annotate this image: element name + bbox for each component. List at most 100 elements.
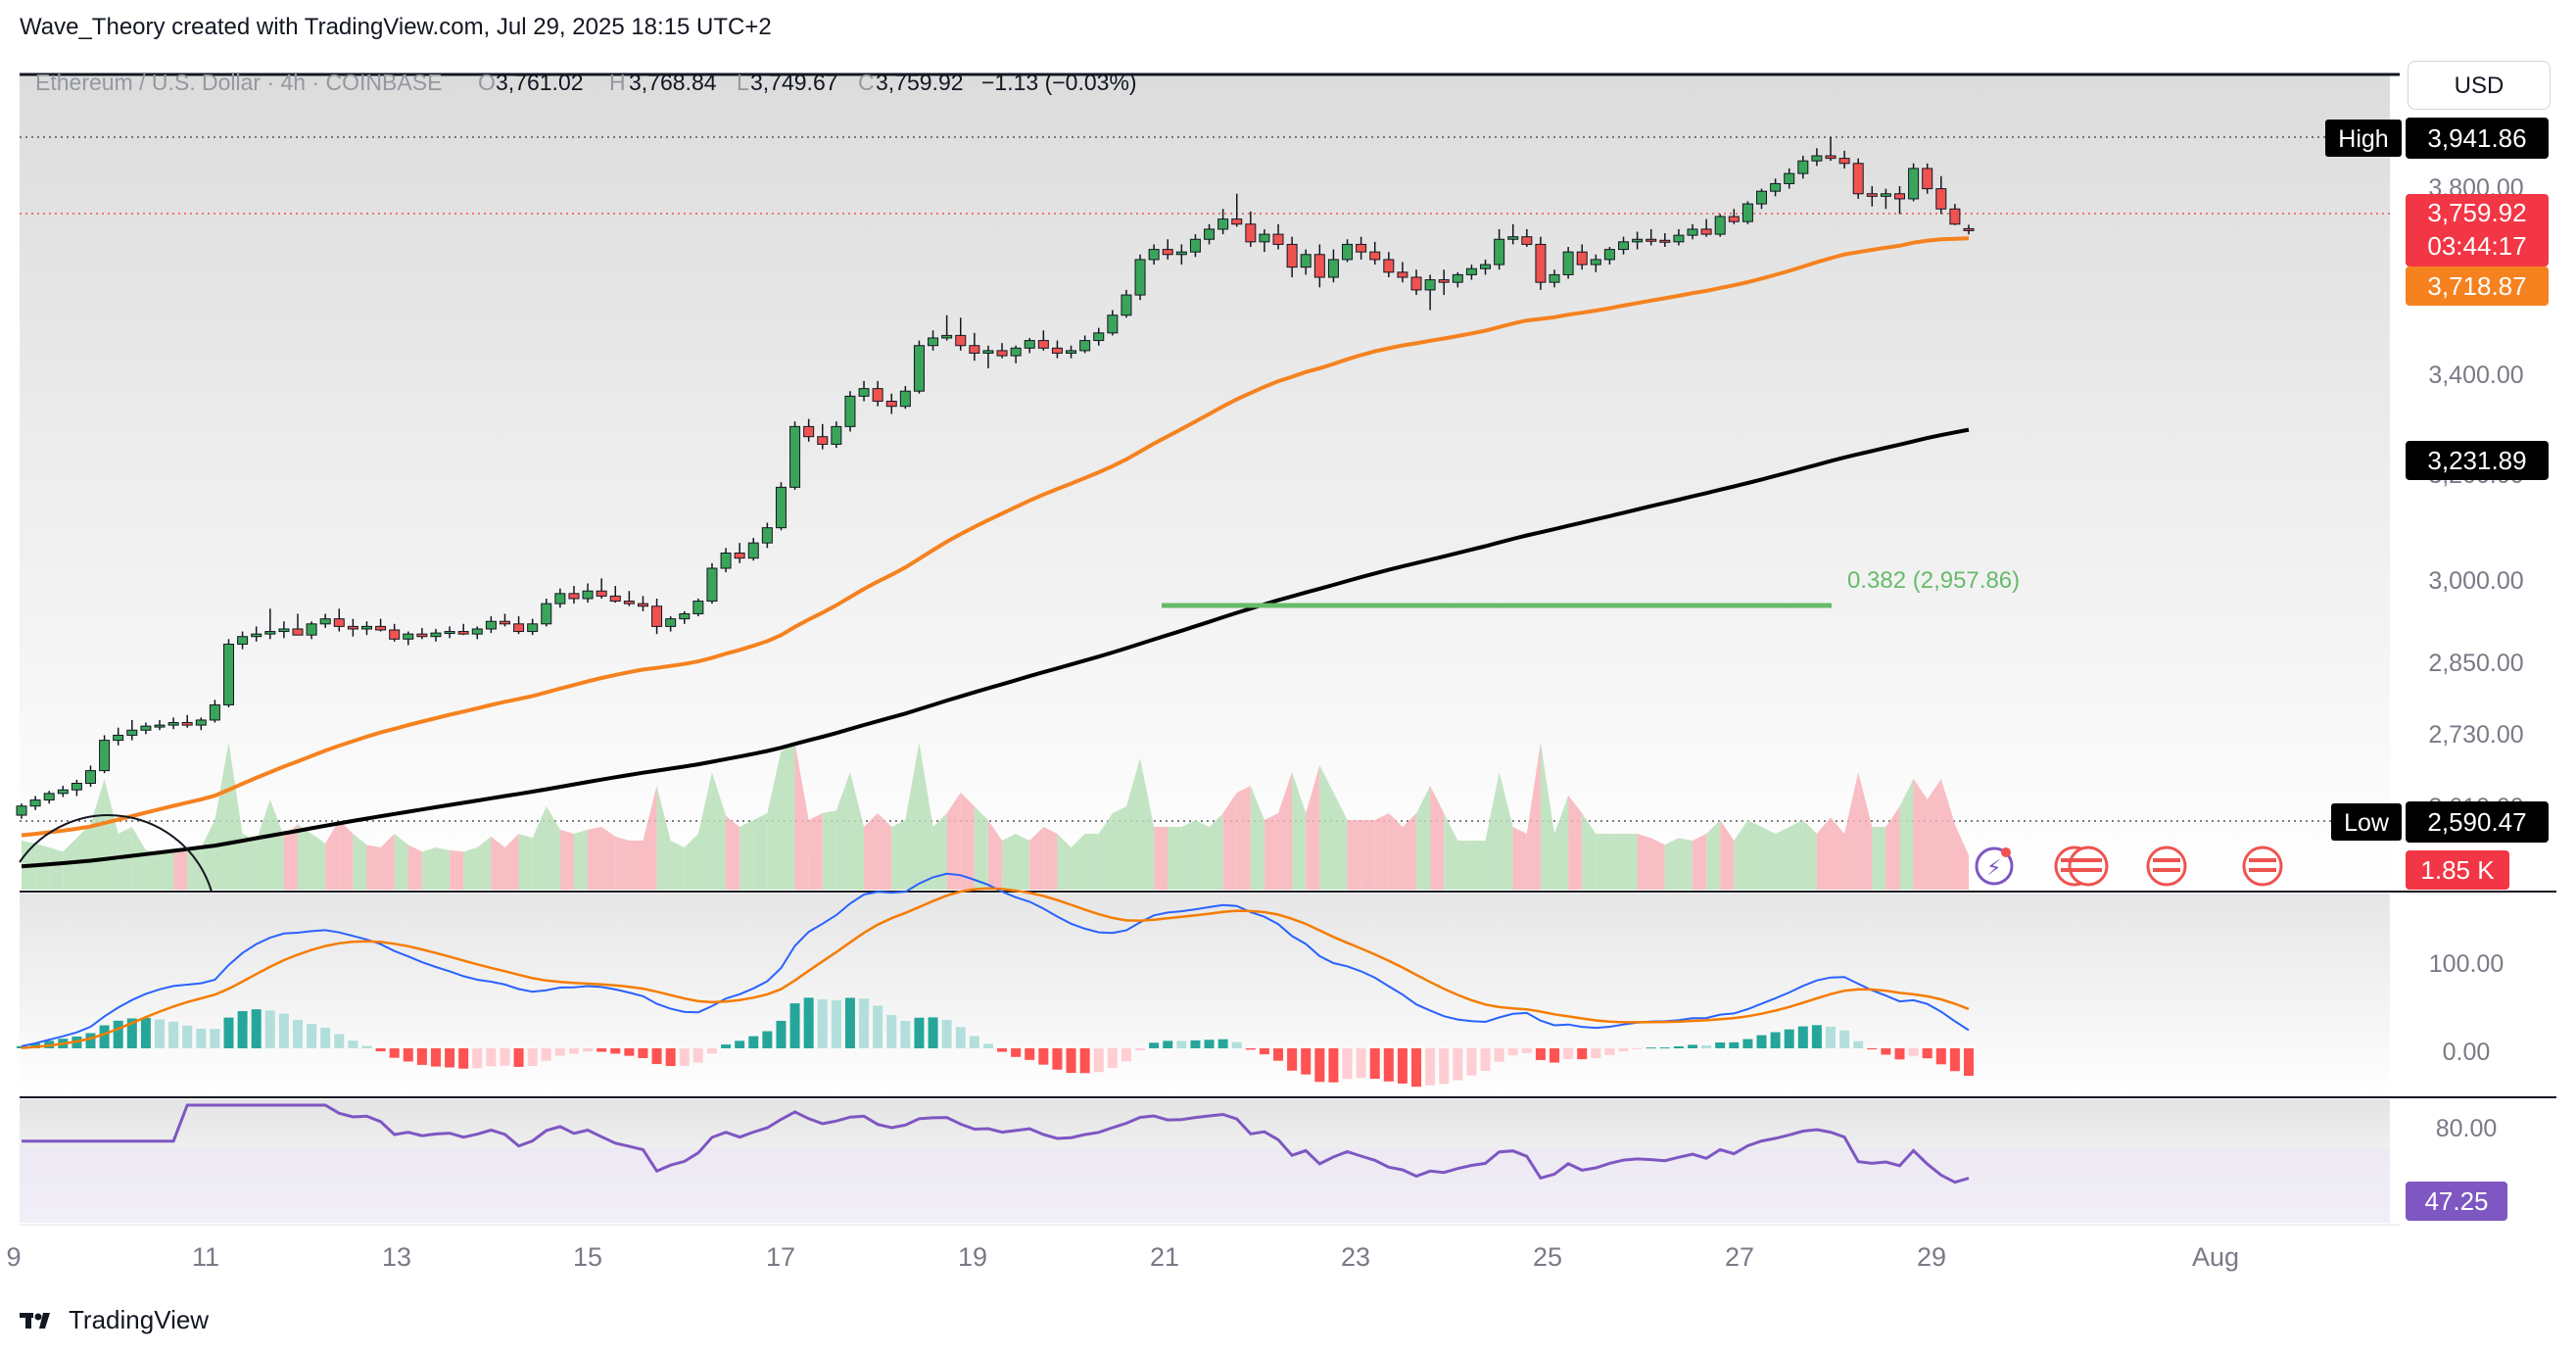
candle[interactable] <box>195 717 207 731</box>
candle[interactable] <box>444 626 455 639</box>
candle[interactable] <box>1024 337 1035 354</box>
candle[interactable] <box>955 317 967 351</box>
candle[interactable] <box>1549 269 1560 288</box>
candle[interactable] <box>1880 188 1891 210</box>
candle[interactable] <box>734 543 745 563</box>
candle[interactable] <box>471 626 483 640</box>
candle[interactable] <box>706 562 718 604</box>
candle[interactable] <box>1066 345 1077 359</box>
candle[interactable] <box>1189 234 1201 258</box>
candle[interactable] <box>1521 228 1533 248</box>
candle[interactable] <box>1797 156 1809 179</box>
candle[interactable] <box>582 583 594 604</box>
candles[interactable] <box>16 136 1975 819</box>
candle[interactable] <box>1286 236 1298 277</box>
candle[interactable] <box>1272 223 1284 250</box>
candle[interactable] <box>1963 224 1975 235</box>
candle[interactable] <box>1603 247 1615 266</box>
candle[interactable] <box>499 613 510 627</box>
candle[interactable] <box>596 578 607 599</box>
candle[interactable] <box>1922 163 1933 194</box>
candle[interactable] <box>278 621 290 639</box>
candle[interactable] <box>872 380 883 407</box>
symbol-legend[interactable]: Ethereum / U.S. Dollar · 4h · COINBASE <box>35 70 442 95</box>
candle[interactable] <box>775 482 787 531</box>
event-icons[interactable]: ⚡ <box>1975 846 2283 887</box>
candle[interactable] <box>1079 335 1091 354</box>
candle[interactable] <box>457 623 469 636</box>
candle[interactable] <box>527 618 539 636</box>
candle[interactable] <box>913 340 925 394</box>
candle[interactable] <box>899 386 911 410</box>
candle[interactable] <box>1300 249 1312 275</box>
candle[interactable] <box>1010 345 1022 363</box>
candle[interactable] <box>1480 259 1492 275</box>
candle[interactable] <box>1231 193 1243 227</box>
candle[interactable] <box>1908 163 1920 202</box>
candle[interactable] <box>1494 228 1505 270</box>
candle[interactable] <box>1313 244 1325 288</box>
candle[interactable] <box>844 391 856 432</box>
candle[interactable] <box>1618 236 1630 255</box>
candle[interactable] <box>1259 228 1270 253</box>
candle[interactable] <box>360 621 372 636</box>
circle-drawing[interactable] <box>19 814 213 893</box>
candle[interactable] <box>1838 150 1850 169</box>
candle[interactable] <box>1217 209 1229 235</box>
candle[interactable] <box>57 786 69 798</box>
candle[interactable] <box>885 393 897 414</box>
candle[interactable] <box>1687 223 1698 240</box>
candle[interactable] <box>1728 209 1740 224</box>
candle[interactable] <box>1424 274 1436 311</box>
candle[interactable] <box>1866 186 1878 207</box>
candle[interactable] <box>941 314 953 341</box>
candle[interactable] <box>1700 218 1712 237</box>
candle[interactable] <box>1632 231 1644 250</box>
candle[interactable] <box>84 765 96 788</box>
candle[interactable] <box>1175 244 1187 266</box>
candle[interactable] <box>181 714 193 728</box>
candle[interactable] <box>637 596 648 611</box>
candle[interactable] <box>1410 269 1422 296</box>
candle[interactable] <box>167 717 179 730</box>
candle[interactable] <box>692 598 704 617</box>
candle[interactable] <box>1051 340 1063 359</box>
candle[interactable] <box>1397 262 1408 283</box>
candle[interactable] <box>623 591 635 606</box>
candle[interactable] <box>1741 201 1753 224</box>
footer-branding[interactable]: TradingView <box>20 1305 209 1335</box>
candle[interactable] <box>1894 186 1906 215</box>
candle[interactable] <box>485 616 497 634</box>
candle[interactable] <box>264 608 276 640</box>
candle[interactable] <box>1148 244 1160 266</box>
candle[interactable] <box>1659 233 1671 248</box>
candle[interactable] <box>789 421 801 490</box>
candle[interactable] <box>720 548 732 573</box>
candle[interactable] <box>1756 188 1768 210</box>
candle[interactable] <box>292 613 304 636</box>
candle[interactable] <box>568 586 580 604</box>
candle[interactable] <box>126 719 138 741</box>
candle[interactable] <box>1770 178 1782 197</box>
candle[interactable] <box>1342 239 1354 263</box>
candle[interactable] <box>1452 271 1463 288</box>
candle[interactable] <box>747 537 759 561</box>
candle[interactable] <box>1646 228 1657 246</box>
candle[interactable] <box>375 618 387 632</box>
candle[interactable] <box>1162 239 1173 260</box>
candle[interactable] <box>154 719 166 731</box>
candle[interactable] <box>1825 136 1837 162</box>
candle[interactable] <box>1935 175 1947 215</box>
candle[interactable] <box>1107 310 1119 336</box>
candle[interactable] <box>1121 289 1132 318</box>
candle[interactable] <box>1327 249 1339 283</box>
candle[interactable] <box>817 423 829 450</box>
candle[interactable] <box>1852 158 1864 199</box>
candle[interactable] <box>403 631 414 646</box>
candle[interactable] <box>1093 327 1105 346</box>
candle[interactable] <box>306 621 317 640</box>
candle[interactable] <box>1576 244 1588 270</box>
candle[interactable] <box>761 522 773 549</box>
candle[interactable] <box>319 613 331 628</box>
